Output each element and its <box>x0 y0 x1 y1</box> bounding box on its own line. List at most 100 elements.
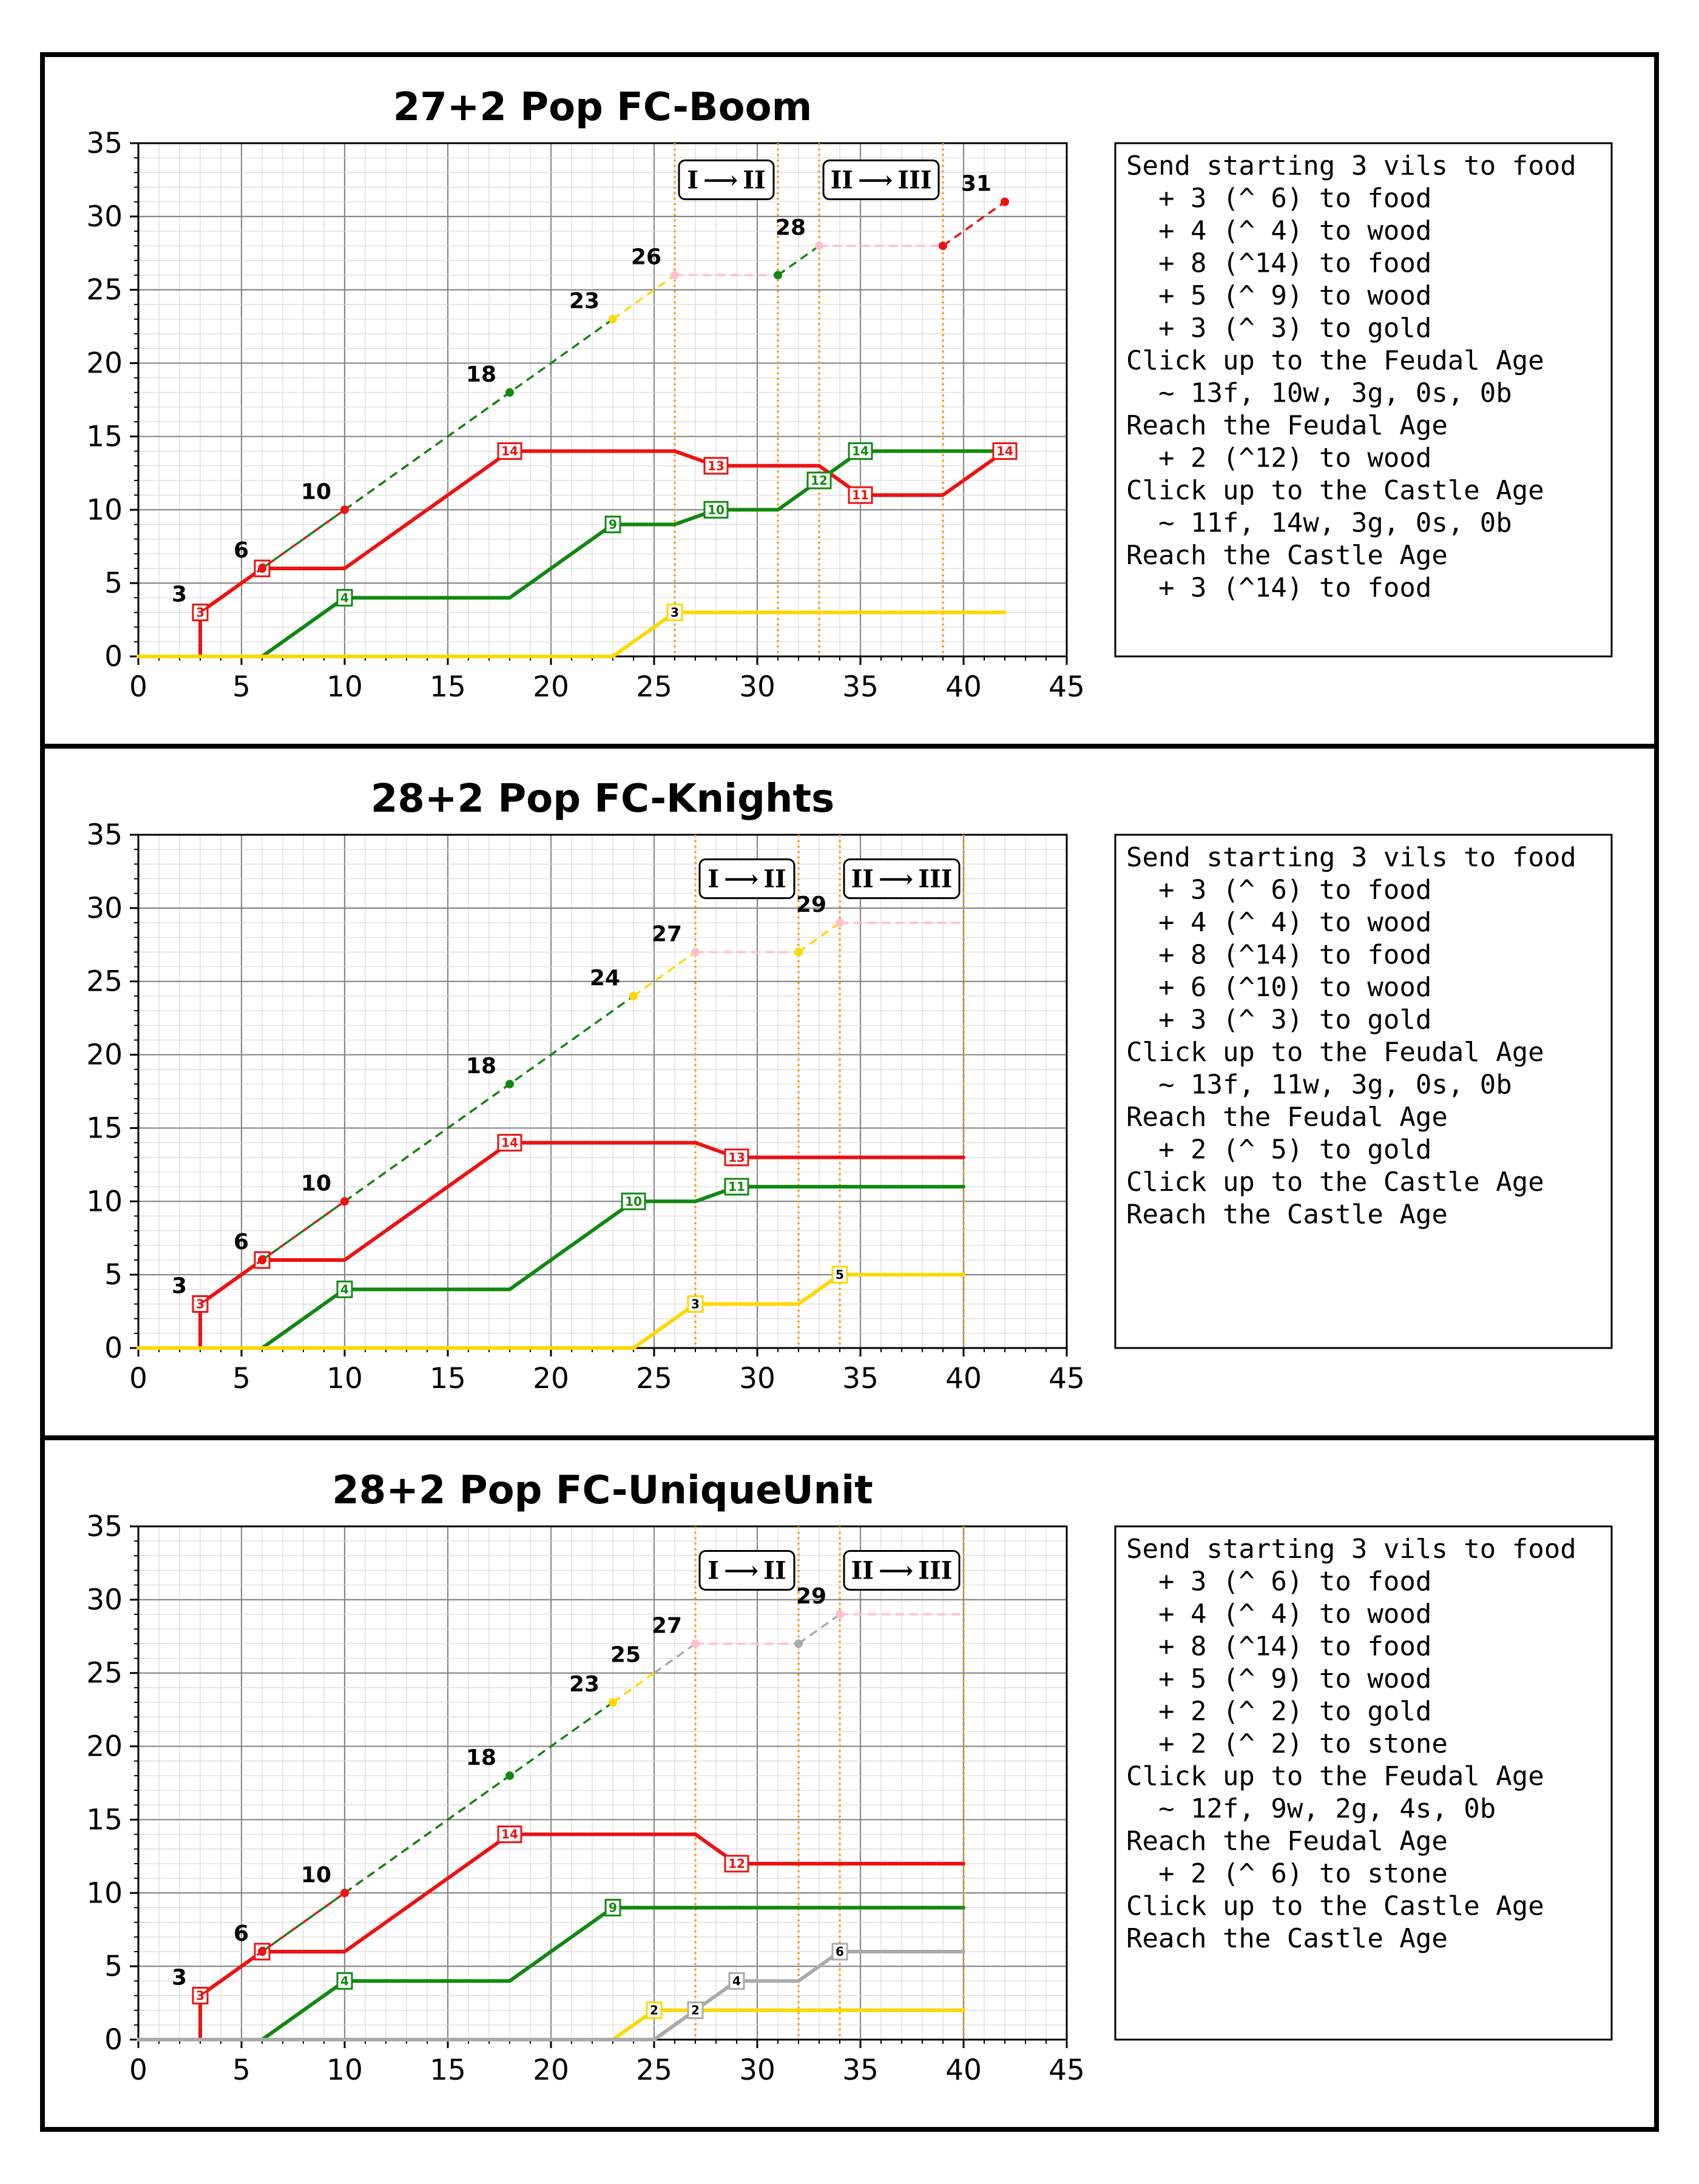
x-tick-label: 45 <box>1049 670 1085 704</box>
pop-point <box>505 388 514 397</box>
series-line-wood <box>260 449 1007 658</box>
x-axis: 0 5 10 15 20 25 30 35 40 45 <box>129 2040 1085 2087</box>
x-tick-label: 0 <box>129 670 147 704</box>
notes-line: + 2 (^ 5) to gold <box>1126 1134 1431 1165</box>
pop-label: 18 <box>466 1745 496 1770</box>
series-marker-label: 9 <box>609 517 617 531</box>
pop-point <box>939 241 947 251</box>
notes-line: Reach the Castle Age <box>1126 1923 1448 1954</box>
y-tick-label: 20 <box>86 1039 123 1072</box>
series-marker <box>806 471 832 490</box>
pop-point <box>258 564 266 573</box>
series-line-gold <box>137 1273 965 1350</box>
series-marker <box>848 442 873 460</box>
notes-line: Send starting 3 vils to food <box>1126 842 1576 873</box>
x-tick-label: 35 <box>842 670 879 704</box>
x-axis: 0 5 10 15 20 25 30 35 40 45 <box>129 1348 1085 1395</box>
x-tick-label: 25 <box>636 1362 672 1395</box>
y-tick-label: 10 <box>86 493 123 527</box>
y-tick-label: 5 <box>104 1258 123 1292</box>
age-transition-box <box>843 858 961 900</box>
series-marker-label: 2 <box>691 2003 700 2018</box>
pop-point <box>836 918 844 928</box>
series-marker-label: 10 <box>625 1194 642 1208</box>
pop-label: 23 <box>569 1672 600 1697</box>
y-tick-label: 25 <box>86 1657 123 1690</box>
series-marker <box>687 2001 704 2020</box>
series-marker-label: 4 <box>340 1973 349 1988</box>
pop-label: 18 <box>466 362 496 387</box>
build-notes: Send starting 3 vils to food + 3 (^ 6) t… <box>1114 834 1613 1349</box>
age-transition-label: II ⟶ III <box>851 1557 953 1585</box>
y-tick-label: 10 <box>86 1185 123 1218</box>
pop-segment <box>797 922 841 953</box>
pop-segment <box>261 508 346 570</box>
notes-box <box>1114 142 1613 658</box>
notes-box <box>1114 834 1613 1349</box>
age-lines <box>694 835 965 1348</box>
series-marker <box>724 1855 749 1873</box>
series-marker <box>703 457 729 475</box>
notes-line: Send starting 3 vils to food <box>1126 150 1576 181</box>
x-tick-label: 15 <box>430 670 466 704</box>
x-tick-label: 0 <box>129 2054 147 2087</box>
notes-line: Click up to the Feudal Age <box>1126 1037 1544 1068</box>
y-tick-label: 20 <box>86 1730 123 1764</box>
age-transition-box <box>822 159 940 200</box>
notes-line: + 3 (^14) to food <box>1126 573 1431 604</box>
build-notes: Send starting 3 vils to food + 3 (^ 6) t… <box>1114 142 1613 658</box>
pop-label: 3 <box>172 582 187 607</box>
age-transition-box <box>843 1550 961 1591</box>
x-tick-label: 40 <box>945 1362 982 1395</box>
x-tick-label: 10 <box>326 1362 363 1395</box>
pop-label: 25 <box>610 1643 641 1668</box>
y-tick-label: 5 <box>104 567 123 600</box>
pop-segment <box>261 1200 346 1261</box>
y-axis: 0 5 10 15 20 25 30 35 <box>86 1510 138 2057</box>
age-transition-box <box>678 159 775 200</box>
series-marker <box>703 500 729 519</box>
pop-label: 28 <box>775 215 806 240</box>
y-tick-label: 25 <box>86 965 123 999</box>
notes-line: Reach the Castle Age <box>1126 1199 1448 1230</box>
notes-line: Click up to the Feudal Age <box>1126 345 1544 376</box>
chart-title: 27+2 Pop FC-Boom <box>393 85 812 130</box>
age-transition-label: II ⟶ III <box>851 865 953 894</box>
notes-line: ~ 12f, 9w, 2g, 4s, 0b <box>1126 1793 1496 1824</box>
notes-line: ~ 13f, 10w, 3g, 0s, 0b <box>1126 378 1512 409</box>
pop-label: 27 <box>652 922 682 946</box>
pop-point <box>505 1771 514 1780</box>
series-marker <box>497 1825 522 1844</box>
pop-point <box>1001 197 1009 206</box>
pop-segment <box>632 951 697 997</box>
notes-line: + 3 (^ 6) to food <box>1126 875 1431 906</box>
pop-segment <box>653 1642 697 1674</box>
markers-food: 361412 <box>192 1825 749 2004</box>
series-marker <box>646 2001 663 2020</box>
series-marker <box>497 442 522 460</box>
y-axis: 0 5 10 15 20 25 30 35 <box>86 127 138 673</box>
markers-wood: 4 10 11 <box>336 1178 749 1298</box>
y-tick-label: 15 <box>86 1111 123 1145</box>
series-marker-label: 14 <box>501 444 518 459</box>
series-marker-label: 4 <box>340 1282 349 1296</box>
series-marker-label: 14 <box>996 444 1013 459</box>
notes-line: Reach the Feudal Age <box>1126 410 1448 441</box>
series-marker-label: 13 <box>708 459 725 473</box>
series-marker <box>604 1898 621 1916</box>
pop-label: 26 <box>631 245 661 270</box>
series-marker <box>336 1280 353 1298</box>
pop-point <box>340 505 349 514</box>
pop-label: 10 <box>301 1171 331 1196</box>
series-marker-label: 13 <box>728 1150 745 1165</box>
series-line-gold <box>137 610 1007 658</box>
notes-line: + 2 (^ 6) to stone <box>1126 1858 1448 1889</box>
x-tick-label: 5 <box>232 1362 251 1395</box>
series-marker <box>604 515 621 533</box>
pop-label: 3 <box>172 1273 187 1298</box>
series-marker-label: 9 <box>609 1900 617 1915</box>
pop-segment <box>261 1892 346 1953</box>
x-tick-label: 30 <box>739 2054 775 2087</box>
age-transition-box <box>698 858 795 900</box>
